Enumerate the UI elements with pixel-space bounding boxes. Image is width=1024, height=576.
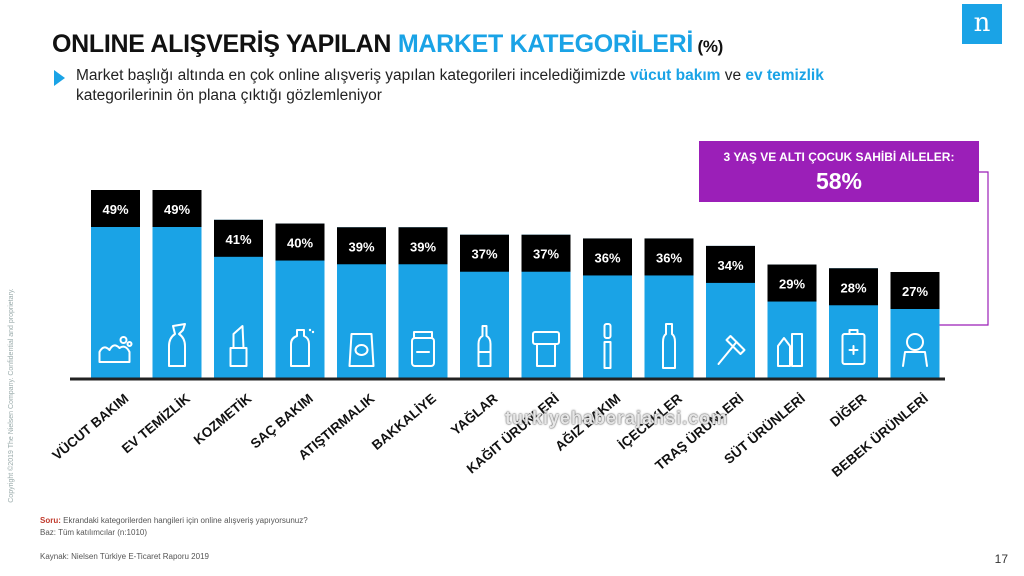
- data-label: 36%: [594, 250, 620, 265]
- page-number: 17: [994, 552, 1008, 566]
- title-unit: (%): [693, 37, 723, 56]
- data-label: 37%: [533, 247, 559, 262]
- data-label: 39%: [348, 239, 374, 254]
- data-label: 49%: [164, 202, 190, 217]
- bar-label-bg: [644, 238, 694, 276]
- category-label: EV TEMİZLİK: [119, 391, 193, 457]
- data-label: 39%: [410, 239, 436, 254]
- footer-source: Kaynak: Nielsen Türkiye E-Ticaret Raporu…: [40, 552, 209, 561]
- bar-label-bg: [398, 227, 448, 265]
- bar-label-bg: [521, 234, 571, 272]
- category-label: VÜCUT BAKIM: [49, 391, 131, 463]
- bar-label-bg: [152, 190, 202, 227]
- razor-icon: [717, 335, 746, 365]
- cleaner-bottle-icon: [168, 323, 186, 367]
- subtitle-highlight2: ev temizlik: [745, 67, 824, 84]
- data-label: 27%: [902, 284, 928, 299]
- subtitle-text1: Market başlığı altında en çok online alı…: [76, 67, 630, 84]
- title-part2: MARKET KATEGORİLERİ: [397, 30, 694, 58]
- data-label: 28%: [840, 280, 866, 295]
- data-label: 49%: [102, 202, 128, 217]
- bullet-arrow-icon: [54, 70, 65, 86]
- subtitle-text2: ve: [720, 67, 746, 84]
- callout-connector-line: [939, 171, 989, 326]
- data-label: 36%: [656, 250, 682, 265]
- drink-bottle-icon: [662, 323, 676, 369]
- callout-value: 58%: [815, 168, 863, 194]
- footer-question: Soru: Ekrandaki kategorilerden hangileri…: [40, 516, 308, 525]
- subtitle: Market başlığı altında en çok online alı…: [76, 66, 896, 106]
- callout-label: 3 YAŞ VE ALTI ÇOCUK SAHİBİ AİLELER:: [723, 150, 955, 164]
- nielsen-logo: n: [962, 4, 1002, 44]
- category-label: YAĞLAR: [448, 391, 501, 438]
- paper-towel-icon: [532, 331, 560, 367]
- copyright-side-text: Copyright ©2019 The Nielsen Company. Con…: [7, 288, 15, 503]
- subtitle-highlight1: vücut bakım: [629, 67, 721, 84]
- bar-label-bg: [91, 190, 140, 227]
- bar-label-bg: [583, 238, 632, 276]
- data-label: 34%: [717, 258, 743, 273]
- lipstick-icon: [229, 325, 248, 367]
- category-label: KOZMETİK: [191, 391, 255, 448]
- snack-bag-icon: [348, 333, 375, 367]
- milk-carton-icon: [777, 333, 803, 367]
- battery-icon: [841, 329, 866, 365]
- jar-icon: [411, 331, 435, 367]
- data-label: 41%: [225, 232, 251, 247]
- subtitle-text3: kategorilerinin ön plana çıktığı gözleml…: [76, 87, 382, 104]
- bar-label-bg: [337, 227, 386, 265]
- bar-label-bg: [275, 223, 325, 261]
- footer-base: Baz: Tüm katılımcılar (n:1010): [40, 528, 147, 537]
- bar-label-bg: [767, 264, 817, 302]
- category-label: BAKKALİYE: [369, 391, 439, 453]
- bar-label-bg: [829, 268, 878, 306]
- data-label: 29%: [779, 277, 805, 292]
- spray-bottle-icon: [290, 328, 315, 367]
- data-label: 37%: [471, 247, 497, 262]
- watermark: turkiyehaberajansi.com: [505, 408, 729, 428]
- bar-label-bg: [706, 245, 755, 283]
- baby-icon: [902, 333, 928, 367]
- callout-box: 3 YAŞ VE ALTI ÇOCUK SAHİBİ AİLELER: 58%: [699, 141, 979, 202]
- oil-bottle-icon: [477, 325, 492, 367]
- bath-foam-icon: [98, 336, 133, 363]
- toothbrush-icon: [603, 323, 612, 369]
- data-label: 40%: [287, 236, 313, 251]
- title-part1: ONLINE ALIŞVERİŞ YAPILAN: [52, 30, 398, 58]
- category-label: DİĞER: [827, 391, 870, 430]
- bar-label-bg: [890, 272, 940, 309]
- footer-soru-text: Ekrandaki kategorilerden hangileri için …: [60, 516, 308, 525]
- bar-label-bg: [460, 234, 509, 272]
- page-title: ONLINE ALIŞVERİŞ YAPILAN MARKET KATEGORİ…: [52, 30, 723, 59]
- footer-soru-label: Soru:: [40, 516, 61, 525]
- bar-label-bg: [214, 219, 263, 257]
